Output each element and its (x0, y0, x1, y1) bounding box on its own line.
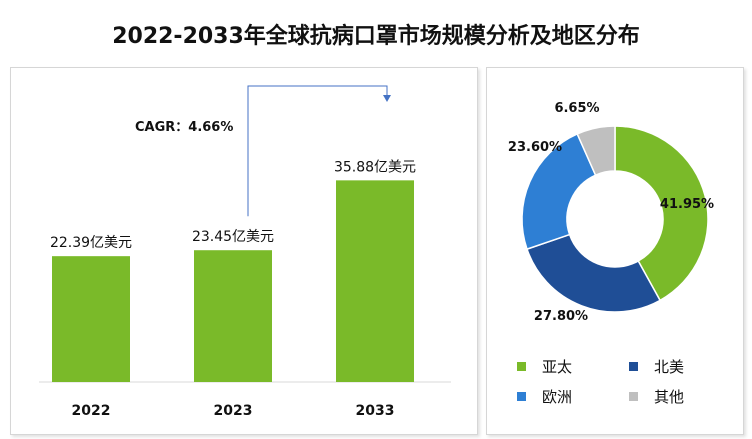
legend-swatch (629, 392, 638, 401)
legend-item-2: 欧洲 (517, 386, 572, 407)
bar-2023 (194, 250, 272, 382)
donut-slice-3 (576, 125, 616, 177)
donut-chart-panel: 41.95% 27.80% 23.60% 6.65% 亚太 北美欧洲 其他 (486, 67, 744, 435)
donut-slice-2 (521, 133, 597, 251)
slice-value-label-3: 6.65% (554, 101, 599, 116)
tick-label-2023: 2023 (214, 403, 253, 419)
legend-label: 欧洲 (542, 388, 573, 406)
cagr-arrow-head (383, 95, 391, 102)
bar-2022 (52, 256, 130, 382)
legend-item-3: 其他 (629, 386, 684, 407)
legend-label: 北美 (654, 358, 685, 376)
legend-swatch (517, 392, 526, 401)
bar-2033 (336, 180, 414, 382)
legend-label: 亚太 (542, 358, 573, 376)
legend-swatch (629, 362, 638, 371)
tick-label-2022: 2022 (72, 403, 111, 419)
legend-item-0: 亚太 (517, 356, 572, 377)
slice-value-label-1: 27.80% (534, 309, 588, 324)
bar-chart: 22.39亿美元 2022 23.45亿美元 2023 35.88亿美元 2033 CAGR… (39, 85, 451, 419)
data-label-2022: 22.39亿美元 (50, 235, 132, 251)
slice-value-label-2: 23.60% (508, 140, 562, 155)
tick-label-2033: 2033 (356, 403, 395, 419)
chart-title: 2022-2033年全球抗病口罩市场规模分析及地区分布 (112, 24, 640, 49)
cagr-arrow-line (247, 85, 388, 217)
slice-value-label-0: 41.95% (660, 197, 714, 212)
cagr-annotation: CAGR：4.66% (135, 120, 233, 135)
legend-label: 其他 (654, 388, 685, 406)
bar-chart-panel: 22.39亿美元 2022 23.45亿美元 2023 35.88亿美元 2033 CAGR… (10, 67, 478, 435)
data-label-2023: 23.45亿美元 (192, 229, 274, 245)
donut-slice-1 (526, 233, 662, 313)
legend-swatch (517, 362, 526, 371)
legend-item-1: 北美 (629, 356, 684, 377)
donut-slice-0 (614, 125, 709, 302)
data-label-2033: 35.88亿美元 (334, 159, 416, 175)
donut-chart: 41.95% 27.80% 23.60% 6.65% (508, 101, 714, 324)
